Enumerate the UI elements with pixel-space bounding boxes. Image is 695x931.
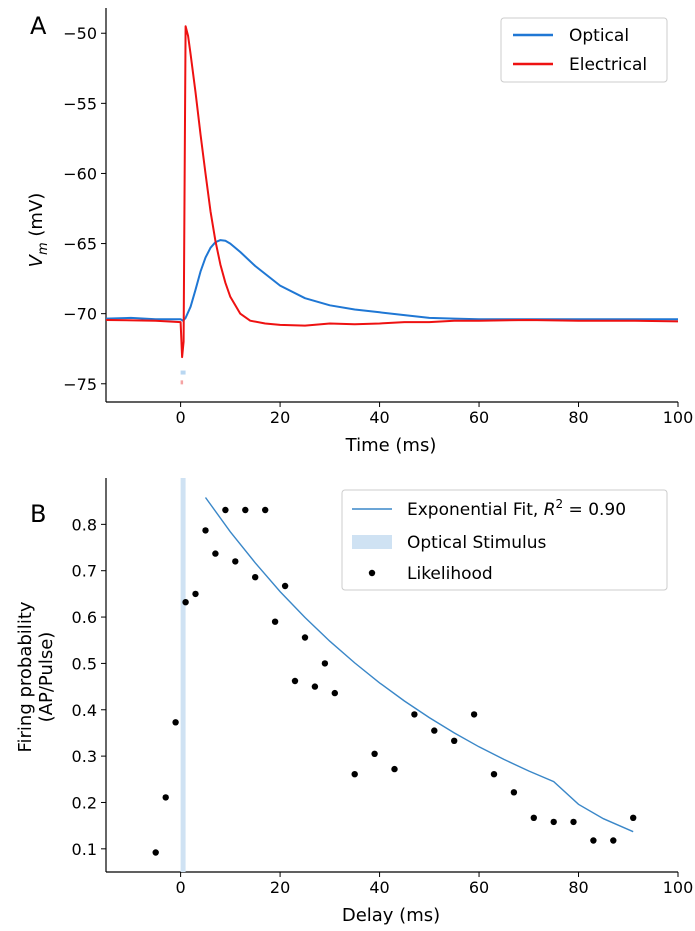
panel-a-y-ticks: −75 −70 −65 −60 −55 −50	[63, 24, 106, 394]
panel-b-likelihood-point	[590, 837, 597, 844]
panel-b-likelihood-point	[281, 582, 289, 590]
panel-b-likelihood-point	[470, 711, 478, 718]
panel-b-likelihood-point	[202, 527, 209, 534]
panel-a-series-electrical-line	[105, 25, 679, 359]
panel-a-x-tick-label: 100	[663, 408, 694, 427]
panel-b-x-tick-label: 60	[469, 878, 489, 897]
panel-b-y-tick-label: 0.4	[72, 701, 97, 720]
panel-b-likelihood-point	[222, 506, 229, 514]
panel-b-legend-label-points: Likelihood	[407, 564, 493, 584]
panel-b-x-tick-label: 20	[270, 878, 290, 897]
panel-b-likelihood-point	[262, 506, 269, 514]
panel-b-likelihood-point	[530, 814, 537, 821]
panel-a-y-tick-label: −70	[63, 305, 97, 324]
panel-b-y-axis-label-line2: (AP/Pulse)	[36, 632, 57, 723]
panel-a-x-tick-label: 0	[176, 408, 186, 427]
panel-b-likelihood-point	[490, 771, 498, 778]
panel-b-likelihood-point	[630, 814, 637, 821]
panel-a-x-tick-label: 40	[369, 408, 389, 427]
panel-b-likelihood-point	[451, 737, 458, 744]
panel-a-x-ticks: 0 20 40 60 80 100	[176, 402, 694, 427]
panel-b-likelihood-point	[301, 634, 309, 641]
panel-a-y-tick-label: −55	[63, 94, 97, 113]
panel-b-exponential-fit-line	[204, 497, 634, 833]
panel-a-y-tick-label: −75	[63, 375, 97, 394]
panel-b-likelihood-point	[311, 683, 319, 690]
panel-a-legend: Optical Electrical	[500, 17, 668, 83]
panel-b-y-tick-label: 0.7	[72, 562, 97, 581]
panel-b-y-tick-label: 0.2	[72, 793, 97, 812]
panel-a-x-tick-label: 60	[469, 408, 489, 427]
panel-b-likelihood-point	[182, 599, 189, 606]
panel-a-y-axis-label-unit: (mV)	[26, 193, 47, 243]
panel-b-x-ticks: 0 20 40 60 80 100	[176, 872, 694, 897]
panel-b-legend-label-stimulus: Optical Stimulus	[407, 533, 546, 553]
panel-b-legend-fit-text: Exponential Fit,	[407, 500, 544, 520]
panel-b-likelihood-point	[271, 618, 279, 625]
panel-b-letter: B	[30, 500, 46, 528]
panel-b-x-tick-label: 40	[369, 878, 389, 897]
panel-b-legend-label-fit: Exponential Fit, R2 = 0.90	[407, 497, 626, 520]
panel-b-likelihood-point	[411, 711, 418, 718]
panel-b-likelihood-point	[192, 590, 199, 598]
panel-b-likelihood-point	[570, 818, 577, 826]
panel-a-series-optical-line	[105, 239, 678, 322]
panel-b-likelihood-point	[550, 818, 557, 826]
panel-b-legend-swatch-points	[368, 569, 376, 577]
panel-b-likelihood-point	[152, 849, 159, 856]
panel-a: A 0 20 40 60 80 100 −75 −70 −65 −60 −55 −50 Time (…	[26, 8, 693, 456]
panel-b-y-ticks: 0.1 0.2 0.3 0.4 0.5 0.6 0.7 0.8	[72, 515, 106, 859]
panel-b: B 0 20 40 60 80 100 0.10.20.30.40.50.60.70.8 …	[15, 478, 693, 926]
panel-b-y-tick-label: 0.1	[72, 840, 97, 859]
panel-b-legend-r2-superscript: 2	[556, 497, 564, 511]
panel-b-y-axis-label-line1: Firing probability	[15, 601, 36, 752]
panel-b-likelihood-point	[371, 750, 378, 757]
panel-b-x-tick-label: 100	[663, 878, 694, 897]
panel-a-letter: A	[30, 12, 47, 40]
panel-b-likelihood-point	[172, 719, 179, 726]
panel-a-x-tick-label: 80	[568, 408, 588, 427]
panel-b-likelihood-point	[212, 550, 219, 557]
panel-b-y-tick-label: 0.5	[72, 654, 97, 673]
panel-b-legend-frame	[341, 489, 668, 591]
panel-b-y-tick-label: 0.3	[72, 747, 97, 766]
panel-b-likelihood-point	[510, 789, 518, 796]
panel-a-plot-area	[105, 8, 679, 403]
panel-b-likelihood-point	[321, 660, 329, 667]
panel-a-y-tick-label: −60	[63, 164, 97, 183]
panel-b-y-tick-label: 0.6	[72, 608, 97, 627]
panel-a-legend-label-optical: Optical	[569, 26, 629, 46]
panel-b-x-axis-label: Delay (ms)	[342, 905, 440, 926]
panel-b-plot-area	[105, 478, 678, 873]
panel-b-legend-swatch-stimulus	[352, 535, 392, 549]
panel-b-x-tick-label: 0	[176, 878, 186, 897]
panel-b-likelihood-point	[252, 574, 259, 581]
panel-a-legend-label-electrical: Electrical	[569, 55, 647, 75]
panel-a-y-tick-label: −50	[63, 24, 97, 43]
panel-b-legend: Exponential Fit, R2 = 0.90 Optical Stimu…	[341, 489, 668, 591]
panel-b-legend-r2-symbol: R	[544, 500, 556, 520]
panel-b-likelihood-point	[291, 677, 299, 685]
panel-a-y-axis-label-sub: m	[36, 242, 51, 255]
panel-b-likelihood-point	[232, 558, 239, 565]
panel-a-y-axis-label-main: V	[26, 253, 47, 267]
panel-b-optical-stimulus-band	[180, 478, 186, 872]
panel-b-likelihood-point	[431, 727, 438, 734]
panel-b-likelihood-point	[331, 689, 338, 697]
panel-b-y-tick-label: 0.8	[72, 515, 97, 534]
panel-b-likelihood-point	[351, 771, 358, 778]
panel-a-y-tick-label: −65	[63, 235, 97, 254]
panel-b-x-tick-label: 80	[568, 878, 588, 897]
panel-a-x-axis-label: Time (ms)	[345, 435, 437, 456]
panel-b-legend-r2-value: = 0.90	[563, 500, 626, 520]
panel-b-likelihood-point	[391, 765, 398, 773]
panel-b-likelihood-point	[610, 837, 617, 844]
panel-b-likelihood-point	[162, 794, 169, 801]
panel-b-likelihood-point	[242, 506, 249, 514]
panel-a-y-axis-label: Vm (mV)	[26, 193, 51, 268]
panel-a-x-tick-label: 20	[270, 408, 290, 427]
